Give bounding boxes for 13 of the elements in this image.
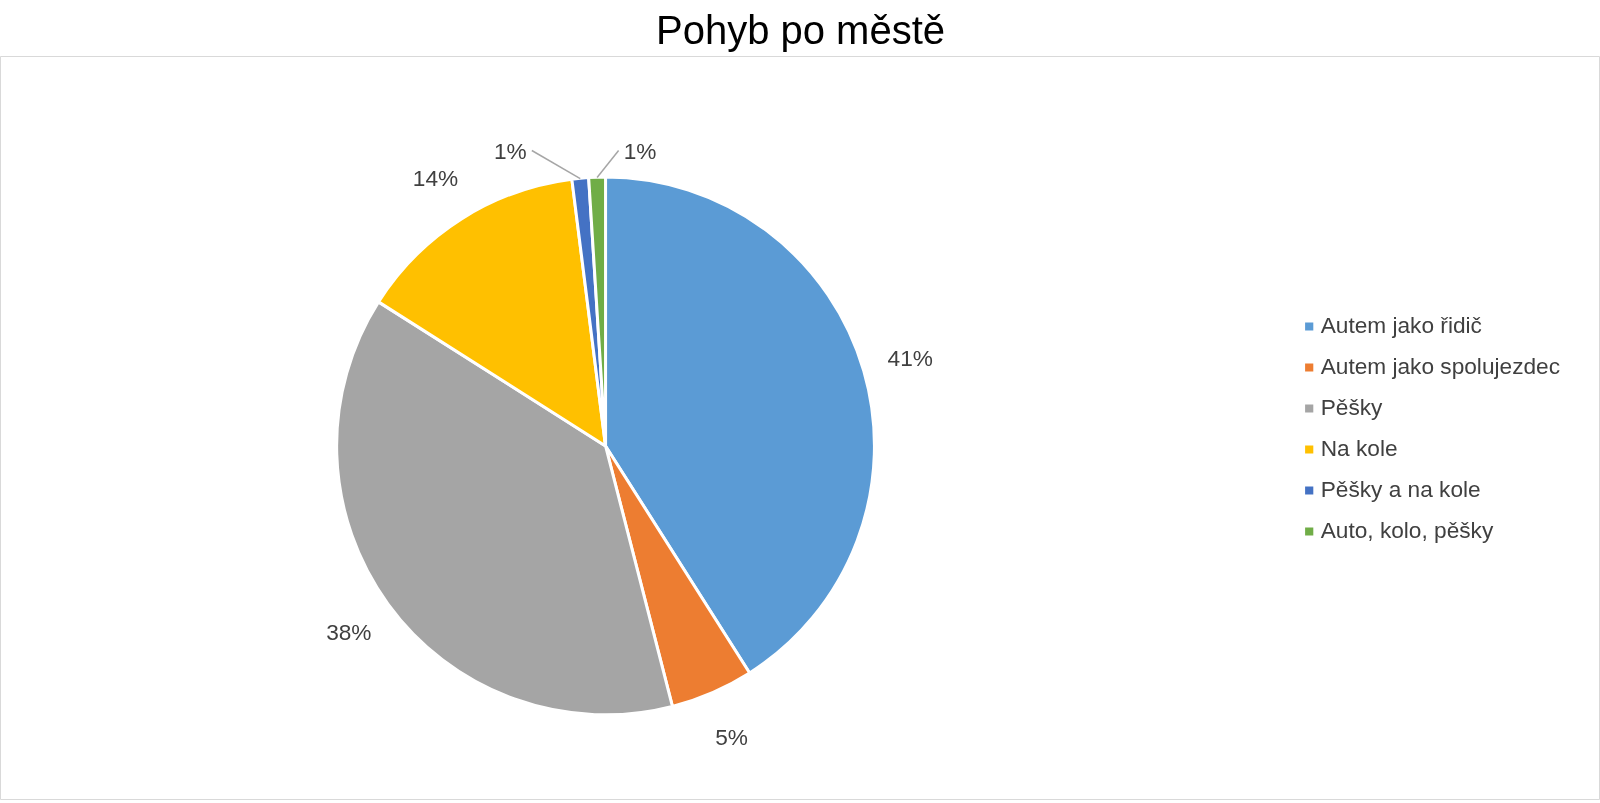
data-label: 41% xyxy=(887,344,933,371)
legend-label: Pěšky a na kole xyxy=(1320,476,1481,503)
data-label: 1% xyxy=(493,137,527,164)
legend-label: Na kole xyxy=(1320,435,1398,462)
data-label: 14% xyxy=(412,165,459,192)
legend-label: Pěšky xyxy=(1320,394,1383,421)
data-label: 38% xyxy=(326,619,372,646)
chart-title: Pohyb po městě xyxy=(655,7,946,52)
legend-label: Autem jako spolujezdec xyxy=(1320,353,1560,380)
legend-label: Autem jako řidič xyxy=(1320,312,1482,339)
data-label: 1% xyxy=(623,137,657,164)
legend-label: Auto, kolo, pěšky xyxy=(1320,517,1494,544)
data-label: 5% xyxy=(715,723,748,750)
